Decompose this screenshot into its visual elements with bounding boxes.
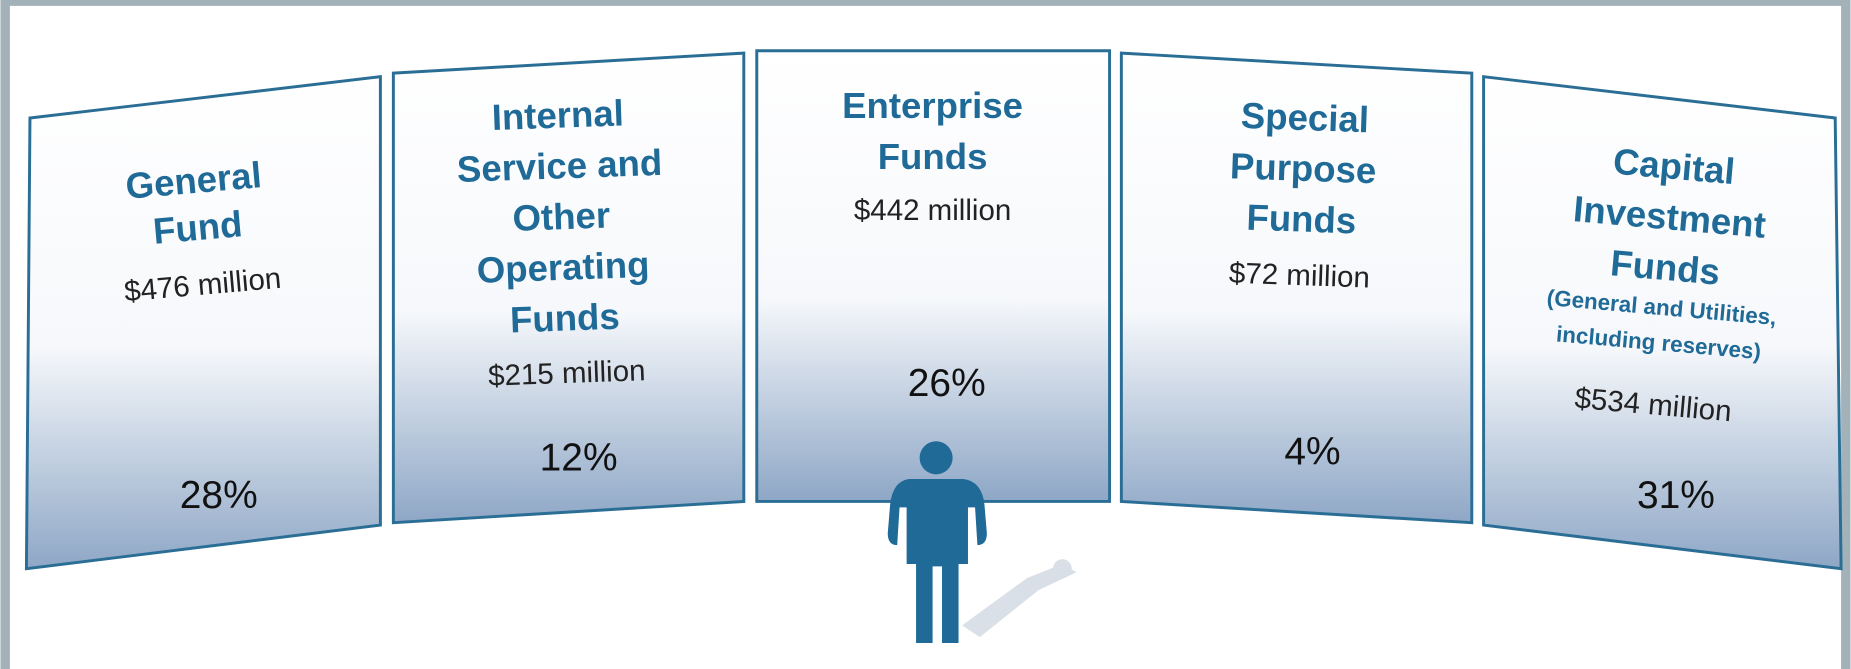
panel-title: Operating (476, 244, 650, 291)
panel-percent: 28% (180, 474, 258, 517)
panel-title: Fund (151, 203, 244, 252)
panel-amount: $215 million (488, 354, 646, 392)
panel-title: Funds (1246, 197, 1357, 242)
panel (391, 51, 746, 525)
panel-percent: 12% (540, 436, 618, 479)
panel-percent: 31% (1637, 474, 1715, 517)
panel-text: Special Purpose Funds $72 million (1228, 95, 1377, 295)
panel-title: Internal (491, 92, 624, 138)
panels (24, 49, 1843, 571)
panel-title: Purpose (1229, 145, 1377, 191)
panel-amount: $72 million (1228, 257, 1370, 295)
person-icon (887, 441, 987, 644)
shadow (962, 559, 1077, 638)
panel-percent: 26% (908, 362, 986, 405)
panel-title: Funds (1609, 242, 1722, 292)
panel-text: Enterprise Funds $442 million (842, 85, 1023, 227)
panel (1482, 75, 1843, 571)
panel-title: Funds (878, 136, 988, 177)
panel-title: Service and (456, 142, 663, 190)
panel-percent: 4% (1284, 431, 1340, 474)
panel-amount: $442 million (854, 194, 1011, 227)
panel-title: Other (512, 194, 611, 238)
panel-title: Funds (509, 296, 620, 341)
panel (24, 75, 382, 571)
panel (755, 49, 1112, 503)
panel-title: Special (1240, 95, 1369, 140)
panel-title: Enterprise (842, 85, 1023, 126)
panel (1119, 51, 1474, 525)
